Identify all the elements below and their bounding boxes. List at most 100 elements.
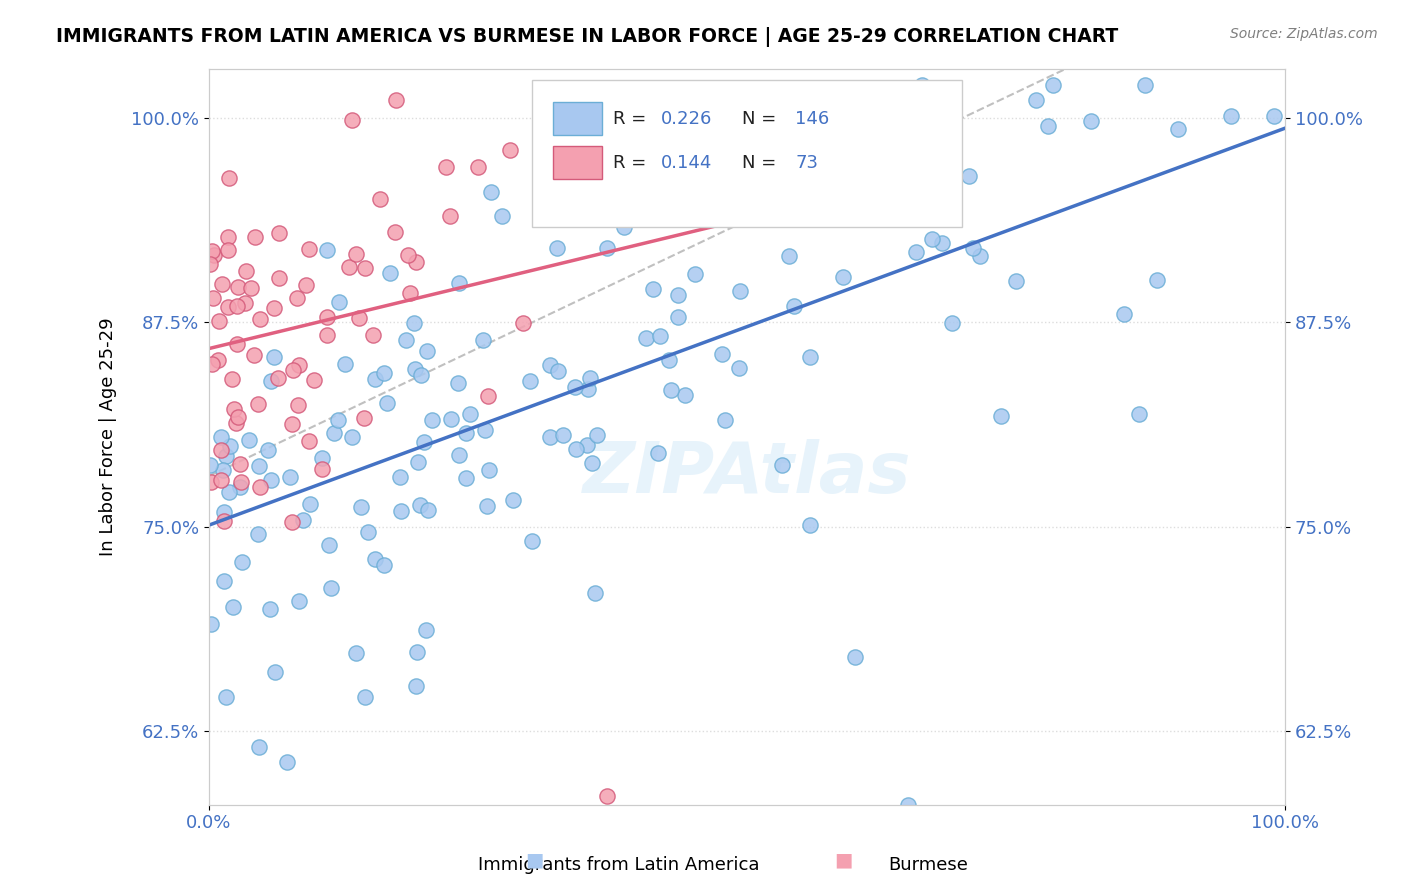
- Point: [990, 409, 1012, 423]
- Point: [319, 582, 342, 596]
- Point: [385, 93, 408, 107]
- Point: [266, 371, 288, 385]
- Point: [247, 458, 270, 473]
- Point: [256, 442, 278, 457]
- Point: [267, 271, 290, 285]
- Point: [354, 260, 377, 275]
- Point: [648, 329, 671, 343]
- Point: [298, 242, 321, 256]
- Point: [246, 527, 269, 541]
- Point: [225, 416, 247, 430]
- Point: [1135, 78, 1157, 92]
- Point: [1038, 119, 1060, 133]
- Point: [217, 243, 239, 257]
- Point: [728, 361, 751, 376]
- Point: [420, 413, 443, 427]
- Point: [832, 269, 855, 284]
- Point: [226, 409, 249, 424]
- Point: [280, 515, 302, 529]
- Text: N =: N =: [742, 110, 776, 128]
- Point: [226, 280, 249, 294]
- Point: [969, 249, 991, 263]
- Point: [235, 264, 257, 278]
- Point: [454, 471, 477, 485]
- Point: [311, 451, 333, 466]
- Point: [378, 266, 401, 280]
- Y-axis label: In Labor Force | Age 25-29: In Labor Force | Age 25-29: [100, 318, 117, 556]
- Text: R =: R =: [613, 110, 651, 128]
- Point: [285, 291, 308, 305]
- Point: [218, 171, 240, 186]
- Point: [533, 183, 555, 197]
- Point: [328, 294, 350, 309]
- Point: [613, 219, 636, 234]
- Point: [412, 434, 434, 449]
- Point: [585, 428, 607, 442]
- Point: [575, 144, 598, 158]
- Point: [416, 344, 439, 359]
- Point: [434, 160, 457, 174]
- Point: [713, 84, 735, 98]
- Point: [357, 524, 380, 539]
- Point: [683, 267, 706, 281]
- Point: [957, 169, 980, 183]
- Text: Source: ZipAtlas.com: Source: ZipAtlas.com: [1230, 27, 1378, 41]
- Point: [287, 398, 309, 412]
- Point: [619, 183, 641, 197]
- Point: [454, 425, 477, 440]
- Point: [962, 242, 984, 256]
- Point: [373, 366, 395, 380]
- Point: [209, 473, 232, 487]
- Point: [201, 358, 224, 372]
- Point: [502, 493, 524, 508]
- Point: [302, 373, 325, 387]
- Point: [340, 430, 363, 444]
- Point: [229, 475, 252, 489]
- Point: [612, 192, 634, 206]
- Point: [1080, 114, 1102, 128]
- Point: [209, 430, 232, 444]
- Point: [447, 448, 470, 462]
- Point: [714, 413, 737, 427]
- Point: [931, 235, 953, 250]
- Point: [579, 370, 602, 384]
- Point: [218, 484, 240, 499]
- Point: [659, 383, 682, 397]
- Point: [215, 690, 238, 704]
- Point: [565, 442, 588, 457]
- Point: [217, 230, 239, 244]
- Point: [238, 433, 260, 447]
- Point: [1005, 274, 1028, 288]
- Point: [1146, 273, 1168, 287]
- Point: [479, 185, 502, 199]
- Point: [575, 438, 598, 452]
- Point: [405, 645, 427, 659]
- Point: [373, 558, 395, 572]
- Point: [477, 389, 499, 403]
- Point: [212, 574, 235, 589]
- Point: [578, 382, 600, 396]
- Text: 146: 146: [796, 110, 830, 128]
- Point: [458, 407, 481, 421]
- Point: [547, 364, 569, 378]
- Point: [240, 281, 263, 295]
- Point: [770, 458, 793, 472]
- Point: [201, 244, 224, 258]
- Text: N =: N =: [742, 153, 776, 172]
- Point: [418, 503, 440, 517]
- Point: [384, 225, 406, 239]
- Point: [260, 473, 283, 487]
- Point: [439, 209, 461, 223]
- Point: [202, 291, 225, 305]
- Point: [546, 241, 568, 255]
- Point: [247, 739, 270, 754]
- Point: [263, 665, 285, 679]
- Point: [225, 336, 247, 351]
- Point: [1112, 307, 1135, 321]
- Point: [294, 278, 316, 293]
- Point: [198, 256, 221, 270]
- Point: [675, 388, 697, 402]
- Point: [249, 479, 271, 493]
- Point: [202, 248, 225, 262]
- Point: [1263, 109, 1285, 123]
